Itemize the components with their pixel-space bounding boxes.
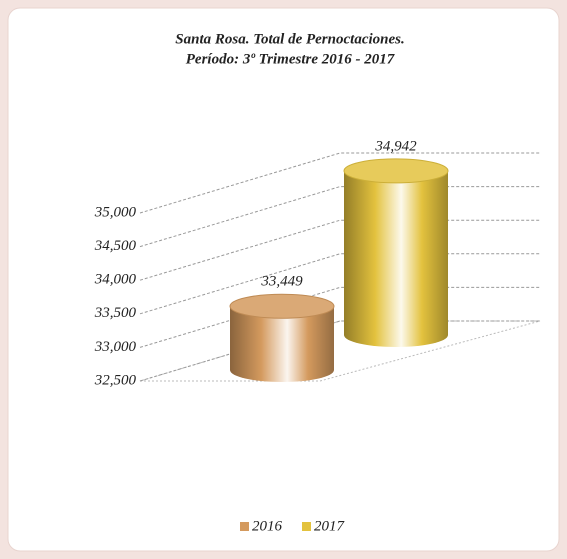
legend-swatch	[240, 522, 249, 531]
chart-title: Santa Rosa. Total de Pernoctaciones.	[175, 31, 404, 47]
grid-line	[139, 219, 540, 281]
grid-line	[139, 152, 540, 214]
grid-line	[139, 320, 540, 382]
y-tick-label: 32,500	[94, 372, 137, 388]
y-tick-label: 34,500	[94, 238, 137, 254]
value-label: 34,942	[374, 138, 417, 154]
cylinder-top	[343, 158, 449, 184]
chart-panel	[7, 7, 560, 552]
cylinder-body	[344, 170, 448, 347]
grid-line	[139, 286, 540, 348]
legend-label: 2016	[252, 518, 283, 534]
legend-label: 2017	[314, 518, 346, 534]
grid-line	[139, 186, 540, 248]
y-tick-label: 35,000	[94, 204, 137, 220]
value-label: 33,449	[260, 274, 303, 290]
legend-swatch	[302, 522, 311, 531]
y-tick-label: 34,000	[94, 272, 137, 288]
y-tick-label: 33,000	[94, 339, 137, 355]
chart-subtitle: Período: 3º Trimestre 2016 - 2017	[186, 51, 395, 67]
cylinder-body	[230, 306, 334, 382]
y-tick-label: 33,500	[94, 305, 137, 321]
grid-line	[139, 253, 540, 315]
cylinder-top	[229, 293, 335, 319]
